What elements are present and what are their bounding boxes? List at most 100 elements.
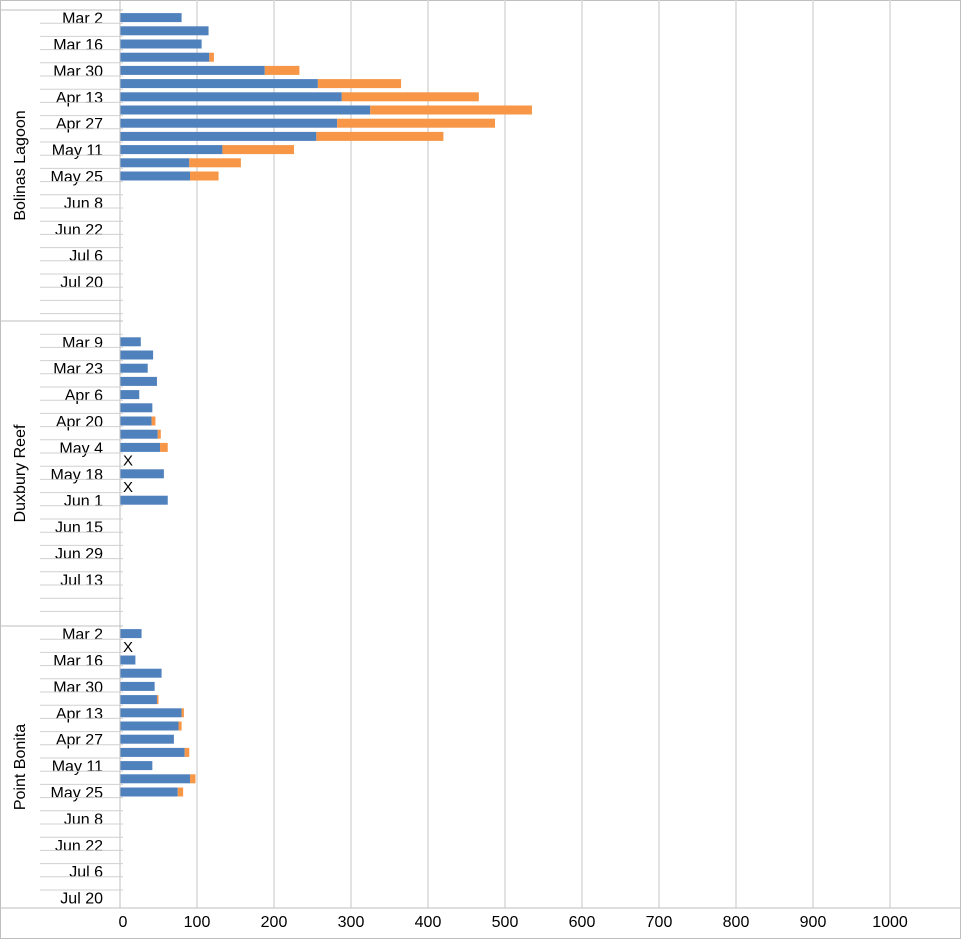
bar-segment-series-2 (316, 131, 444, 141)
category-label: Mar 9 (62, 335, 103, 352)
bar-segment-series-1 (120, 629, 142, 639)
category-label: Apr 27 (56, 116, 103, 133)
bar-segment-series-1 (120, 52, 210, 62)
category-label: Jul 20 (60, 275, 103, 292)
bar-segment-series-1 (120, 79, 318, 89)
bar-segment-series-1 (120, 105, 371, 115)
bar-segment-series-1 (120, 390, 140, 400)
category-label: May 18 (51, 467, 104, 484)
missing-data-marker: X (123, 453, 133, 470)
bar-segment-series-2 (156, 695, 159, 705)
bar-segment-series-1 (120, 118, 338, 128)
missing-data-marker: X (123, 479, 133, 496)
bar-segment-series-2 (157, 429, 161, 439)
bar-segment-series-2 (317, 79, 402, 89)
bar-segment-series-1 (120, 429, 158, 439)
x-tick-label: 100 (184, 914, 211, 931)
bar-segment-series-1 (120, 681, 155, 691)
bar-segment-series-2 (222, 145, 295, 155)
category-label: Mar 23 (53, 361, 103, 378)
category-label: Mar 16 (53, 37, 103, 54)
category-label: Mar 16 (53, 653, 103, 670)
bar-segment-series-1 (120, 787, 178, 797)
x-tick-label: 500 (492, 914, 519, 931)
bar-segment-series-2 (337, 118, 495, 128)
x-tick-label: 800 (723, 914, 750, 931)
category-label: Jun 15 (55, 520, 103, 537)
bar-segment-series-2 (160, 442, 168, 452)
category-label: Apr 13 (56, 706, 103, 723)
category-label: May 25 (51, 785, 104, 802)
category-label: May 25 (51, 169, 104, 186)
x-tick-label: 0 (119, 914, 128, 931)
category-label: May 4 (59, 440, 103, 457)
bar-segment-series-2 (181, 708, 184, 718)
bar-segment-series-1 (120, 92, 342, 102)
bar-segment-series-2 (341, 92, 479, 102)
bar-segment-series-1 (120, 171, 191, 181)
bar-segment-series-1 (120, 13, 182, 23)
category-label: Jun 29 (55, 546, 103, 563)
bar-segment-series-2 (264, 65, 300, 75)
category-label: Apr 6 (65, 388, 103, 405)
bar-segment-series-1 (120, 26, 209, 36)
bar-segment-series-2 (178, 721, 182, 731)
bar-segment-series-1 (120, 708, 182, 718)
category-label: Jun 8 (64, 811, 103, 828)
x-tick-label: 900 (800, 914, 827, 931)
bar-segment-series-1 (120, 145, 223, 155)
bar-segment-series-1 (120, 495, 168, 505)
category-label: Apr 13 (56, 90, 103, 107)
bar-segment-series-1 (120, 376, 157, 386)
bar-segment-series-1 (120, 747, 185, 757)
bar-segment-series-1 (120, 442, 161, 452)
bar-segment-series-1 (120, 416, 152, 426)
bar-segment-series-1 (120, 337, 141, 347)
bar-segment-series-1 (120, 403, 153, 413)
x-tick-label: 700 (646, 914, 673, 931)
bar-segment-series-2 (189, 158, 241, 168)
x-tick-label: 1000 (872, 914, 908, 931)
category-label: Jun 22 (55, 838, 103, 855)
category-label: Mar 30 (53, 63, 103, 80)
category-label: Apr 27 (56, 732, 103, 749)
bar-segment-series-1 (120, 158, 190, 168)
category-label: Mar 30 (53, 679, 103, 696)
category-label: Jul 6 (69, 864, 103, 881)
category-label: May 11 (52, 143, 103, 160)
bar-segment-series-1 (120, 655, 136, 665)
category-label: Mar 2 (62, 11, 103, 28)
group-label: Duxbury Reef (12, 424, 29, 522)
bar-segment-series-2 (151, 416, 156, 426)
category-label: Mar 2 (62, 627, 103, 644)
category-label: Jun 8 (64, 195, 103, 212)
group-label: Point Bonita (12, 724, 29, 810)
bar-segment-series-2 (370, 105, 532, 115)
bar-segment-series-1 (120, 350, 154, 360)
bar-segment-series-1 (120, 668, 162, 678)
category-label: Jul 6 (69, 248, 103, 265)
bar-segment-series-1 (120, 761, 153, 771)
bar-segment-series-1 (120, 131, 317, 141)
bar-segment-series-1 (120, 65, 265, 75)
group-label: Bolinas Lagoon (12, 110, 29, 220)
x-tick-label: 400 (415, 914, 442, 931)
bar-segment-series-2 (184, 747, 190, 757)
bar-segment-series-2 (209, 52, 214, 62)
missing-data-marker: X (123, 639, 133, 656)
bar-segment-series-1 (120, 774, 191, 784)
category-label: Jul 20 (60, 891, 103, 908)
x-tick-label: 300 (338, 914, 365, 931)
bar-segment-series-1 (120, 469, 164, 479)
bar-segment-series-1 (120, 39, 202, 49)
x-tick-label: 600 (569, 914, 596, 931)
bar-segment-series-1 (120, 363, 148, 373)
category-label: Jun 22 (55, 222, 103, 239)
bar-segment-series-1 (120, 734, 174, 744)
x-tick-label: 200 (261, 914, 288, 931)
category-label: Jul 13 (60, 572, 103, 589)
bar-segment-series-1 (120, 721, 179, 731)
bar-segment-series-2 (190, 774, 196, 784)
